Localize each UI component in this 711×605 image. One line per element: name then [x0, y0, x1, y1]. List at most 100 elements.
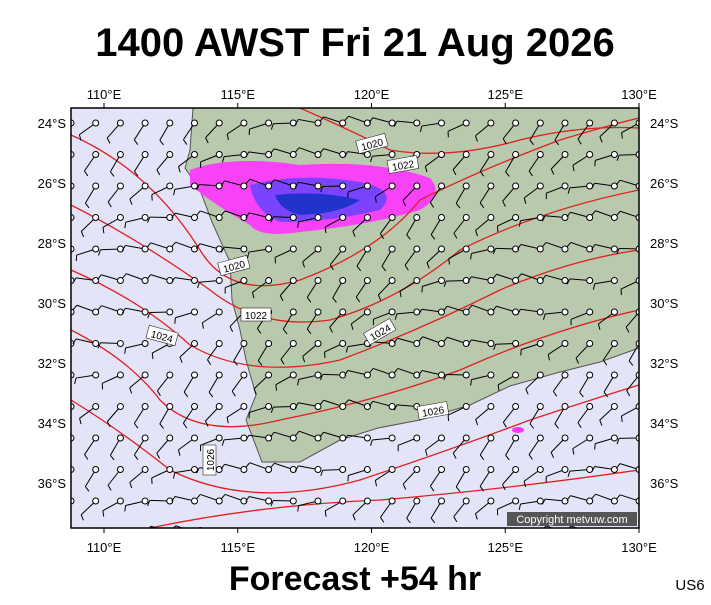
station: [340, 246, 346, 252]
barb-flag: [98, 533, 100, 539]
station: [266, 341, 272, 347]
station: [142, 183, 148, 189]
barb-flag: [61, 203, 65, 208]
contour-label-text: 1026: [206, 448, 217, 471]
station: [142, 309, 148, 315]
station: [587, 309, 593, 315]
station: [290, 152, 296, 158]
station: [587, 152, 593, 158]
station: [562, 530, 568, 536]
station: [216, 309, 222, 315]
lat-label: 36°S: [38, 476, 67, 491]
station: [364, 309, 370, 315]
barb-staff: [427, 533, 442, 547]
station: [241, 372, 247, 378]
station: [562, 309, 568, 315]
station: [488, 372, 494, 378]
station: [117, 183, 123, 189]
station: [266, 120, 272, 126]
station: [192, 404, 198, 410]
station: [142, 435, 148, 441]
station: [315, 372, 321, 378]
station: [439, 278, 445, 284]
station: [340, 215, 346, 221]
station: [587, 372, 593, 378]
station: [364, 120, 370, 126]
model-code: US6: [675, 577, 704, 594]
station: [315, 530, 321, 536]
station: [167, 435, 173, 441]
station: [562, 467, 568, 473]
station: [266, 278, 272, 284]
station: [488, 498, 494, 504]
station: [340, 309, 346, 315]
station: [488, 120, 494, 126]
station: [414, 530, 420, 536]
station: [463, 152, 469, 158]
station: [340, 120, 346, 126]
station: [463, 215, 469, 221]
station: [290, 372, 296, 378]
station: [414, 341, 420, 347]
station: [216, 372, 222, 378]
station: [315, 341, 321, 347]
station: [192, 341, 198, 347]
lon-label: 125°E: [487, 87, 523, 102]
barb-flag: [470, 537, 471, 543]
station: [488, 404, 494, 410]
station: [414, 215, 420, 221]
station: [142, 341, 148, 347]
barb-staff: [54, 533, 71, 544]
station: [241, 341, 247, 347]
station: [439, 372, 445, 378]
station: [414, 435, 420, 441]
contour-label: 1026: [203, 445, 217, 475]
station: [513, 372, 519, 378]
station: [93, 341, 99, 347]
station: [340, 183, 346, 189]
station: [513, 152, 519, 158]
station: [93, 404, 99, 410]
station: [192, 372, 198, 378]
station: [414, 246, 420, 252]
station: [364, 278, 370, 284]
lat-label: 30°S: [650, 296, 679, 311]
station: [167, 183, 173, 189]
station: [142, 498, 148, 504]
barb-flag: [48, 337, 52, 342]
station: [364, 435, 370, 441]
station: [192, 309, 198, 315]
station: [562, 498, 568, 504]
barb-staff: [51, 281, 71, 283]
lat-label: 26°S: [38, 176, 67, 191]
lat-label: 24°S: [38, 116, 67, 131]
station: [142, 467, 148, 473]
station: [167, 246, 173, 252]
station: [611, 341, 617, 347]
station: [93, 530, 99, 536]
barb-staff: [52, 337, 71, 344]
station: [389, 215, 395, 221]
station: [241, 467, 247, 473]
station: [611, 404, 617, 410]
station: [93, 120, 99, 126]
barb-staff: [59, 218, 71, 234]
station: [488, 530, 494, 536]
station: [463, 278, 469, 284]
station: [216, 404, 222, 410]
station: [463, 530, 469, 536]
station: [463, 435, 469, 441]
station: [537, 435, 543, 441]
station: [117, 435, 123, 441]
station: [290, 215, 296, 221]
station: [611, 435, 617, 441]
station: [611, 372, 617, 378]
station: [216, 341, 222, 347]
station: [241, 278, 247, 284]
station: [389, 183, 395, 189]
station: [192, 435, 198, 441]
station: [364, 467, 370, 473]
lon-label: 130°E: [621, 540, 657, 555]
barb-staff: [405, 533, 417, 549]
station: [315, 278, 321, 284]
